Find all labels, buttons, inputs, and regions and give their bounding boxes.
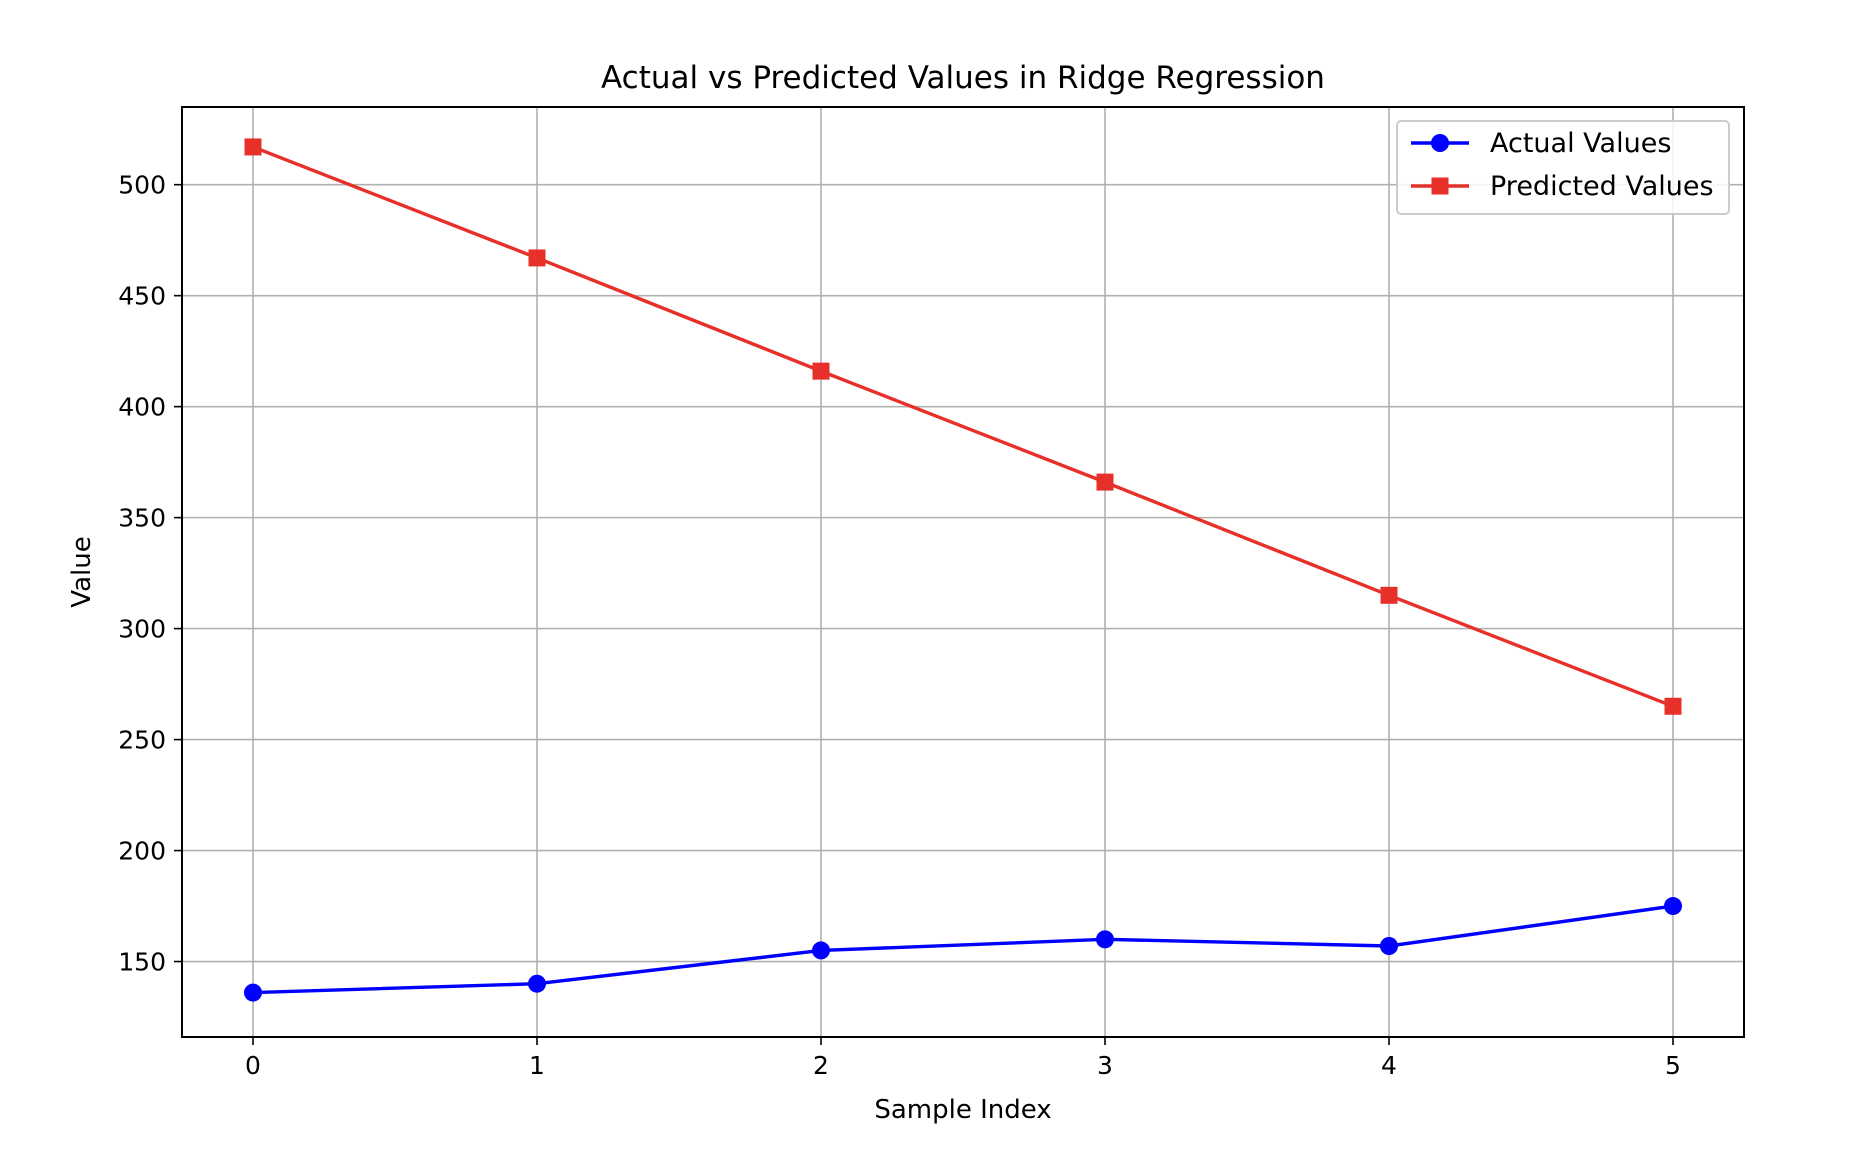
x-tick-label: 2 — [813, 1051, 829, 1080]
y-tick-label: 200 — [118, 837, 166, 866]
grid-lines — [182, 107, 1744, 1037]
x-tick-label: 0 — [245, 1051, 261, 1080]
y-tick-label: 350 — [118, 504, 166, 533]
y-tick-label: 250 — [118, 726, 166, 755]
legend-label: Predicted Values — [1490, 171, 1714, 202]
data-point — [1664, 897, 1682, 916]
x-axis-title: Sample Index — [874, 1095, 1051, 1125]
series-predicted — [244, 138, 1682, 715]
y-tick-label: 450 — [118, 282, 166, 311]
data-point — [244, 138, 262, 156]
y-tick-label: 500 — [118, 171, 166, 200]
x-tick-label: 3 — [1097, 1051, 1113, 1080]
series-actual — [244, 897, 1682, 1002]
x-tick-label: 1 — [529, 1051, 545, 1080]
legend: Actual Values Predicted Values — [1396, 120, 1730, 215]
data-point — [528, 249, 546, 267]
y-axis-title: Value — [67, 536, 97, 607]
series-line — [252, 145, 1674, 708]
y-tick-label: 300 — [118, 615, 166, 644]
y-tick-label: 400 — [118, 393, 166, 422]
legend-entry: Predicted Values — [1411, 171, 1714, 202]
y-tick-label: 150 — [118, 948, 166, 977]
plot-frame — [181, 106, 1745, 1038]
series-line — [252, 904, 1674, 995]
x-axis: 0 1 2 3 4 5 — [245, 1037, 1681, 1080]
data-point — [812, 941, 830, 960]
legend-label: Actual Values — [1490, 128, 1671, 159]
data-point — [1380, 936, 1398, 955]
data-point — [528, 974, 546, 993]
legend-box — [1396, 120, 1730, 215]
series-layer — [244, 138, 1682, 1002]
legend-marker — [1431, 177, 1449, 195]
y-axis: 150 200 250 300 350 400 450 500 — [118, 171, 182, 977]
data-point — [1380, 586, 1398, 604]
data-point — [1664, 697, 1682, 715]
data-point — [812, 362, 830, 380]
data-point — [244, 983, 262, 1002]
legend-entry: Actual Values — [1411, 128, 1671, 159]
x-tick-label: 4 — [1381, 1051, 1397, 1080]
legend-entries: Actual Values Predicted Values — [1411, 128, 1714, 202]
data-point — [1096, 930, 1114, 949]
x-tick-label: 5 — [1665, 1051, 1681, 1080]
legend-marker — [1431, 134, 1449, 152]
chart-title: Actual vs Predicted Values in Ridge Regr… — [601, 60, 1325, 96]
data-point — [1096, 473, 1114, 491]
